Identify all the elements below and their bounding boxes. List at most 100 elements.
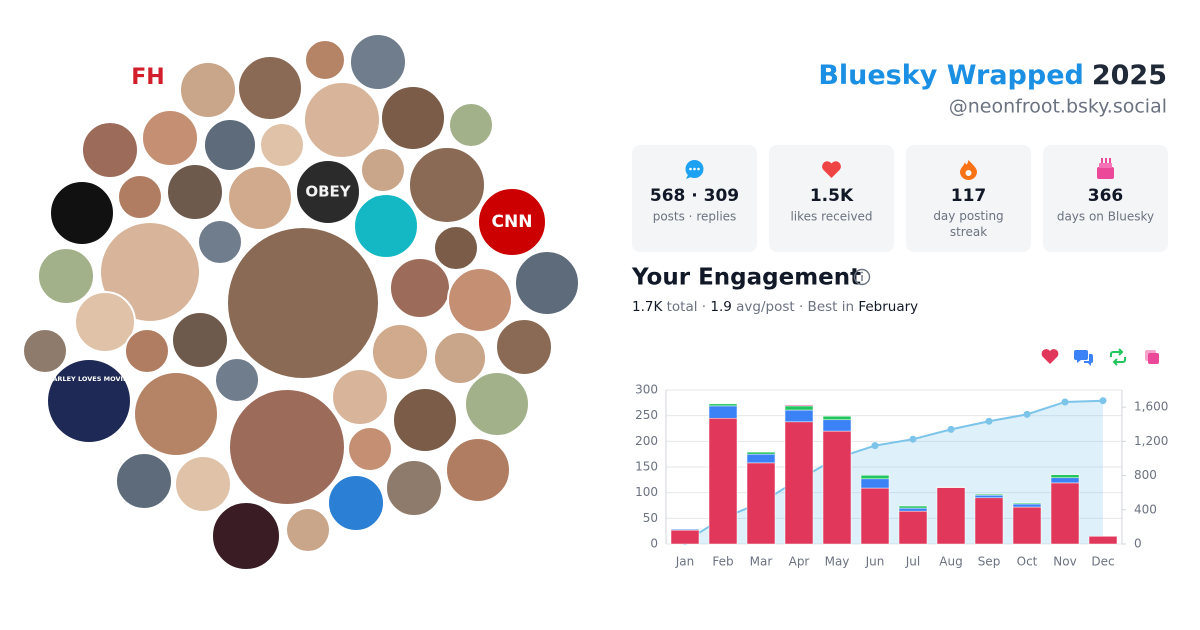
avatar (353, 193, 419, 259)
avatar (37, 247, 95, 305)
bar-segment (1012, 502, 1042, 505)
avatar (214, 357, 260, 403)
summary-part: February (858, 299, 918, 315)
legend-icon[interactable] (1110, 348, 1126, 366)
bar-segment (898, 510, 928, 545)
x-tick-label: Feb (712, 555, 733, 569)
x-tick-label: Oct (1017, 555, 1038, 569)
avatar (295, 159, 361, 225)
icon-heart (822, 161, 841, 178)
avatar (237, 55, 303, 121)
info-icon[interactable] (853, 268, 871, 286)
summary-part: 1.7K (632, 299, 663, 315)
stat-label: day posting streak (933, 209, 1004, 239)
bar-segment (822, 415, 852, 421)
avatar-label: FH (131, 65, 164, 90)
engagement-summary: 1.7K total · 1.9 avg/post · Best in Febr… (632, 299, 918, 315)
avatar-label: CNN (492, 212, 533, 232)
icon-flame (960, 160, 977, 180)
x-tick-label: Aug (939, 555, 962, 569)
y-tick-label: 250 (635, 408, 658, 422)
avatar (227, 165, 293, 231)
bar-segment (974, 493, 1004, 496)
y2-tick-label: 0 (1134, 537, 1142, 551)
avatar (285, 507, 331, 553)
avatar (124, 328, 170, 374)
line-point (909, 435, 917, 443)
legend-icon[interactable] (1148, 353, 1159, 364)
bar-segment (1050, 474, 1080, 479)
bar-segment (936, 486, 966, 488)
avatar (117, 174, 163, 220)
avatar (360, 147, 406, 193)
bar-segment (708, 403, 738, 407)
avatar (349, 33, 407, 91)
stat-label: days on Bluesky (1057, 210, 1154, 224)
avatar (380, 85, 446, 151)
avatar (74, 291, 136, 353)
x-tick-label: Jun (865, 555, 885, 569)
avatar (433, 331, 487, 385)
stat-label-box: day posting streak (933, 209, 1004, 239)
bar-segment (1012, 503, 1042, 508)
avatar (197, 219, 243, 265)
avatar (445, 437, 511, 503)
title: Bluesky Wrapped 2025 (818, 60, 1167, 91)
x-tick-label: Sep (978, 555, 1001, 569)
summary-part: avg/post · Best in (732, 299, 858, 315)
line-point (871, 442, 879, 450)
stat-label: likes received (790, 210, 872, 224)
avatar (433, 225, 479, 271)
bar-segment (860, 478, 890, 489)
line-point (1099, 397, 1107, 405)
y2-tick-label: 400 (1134, 502, 1157, 516)
avatar (99, 221, 201, 323)
avatar (171, 311, 229, 369)
avatar (211, 501, 281, 571)
y-tick-label: 150 (635, 460, 658, 474)
bar-segment (936, 487, 966, 545)
avatar (49, 180, 115, 246)
handle: @neonfroot.bsky.social (949, 96, 1167, 118)
bar-segment (898, 507, 928, 512)
legend-icon[interactable] (1041, 349, 1059, 364)
line-point (1061, 398, 1069, 406)
avatar (226, 226, 380, 380)
y2-tick-label: 800 (1134, 468, 1157, 482)
legend-icon[interactable] (1074, 350, 1093, 366)
y2-tick-label: 1,200 (1134, 434, 1168, 448)
bar-segment (1012, 506, 1042, 545)
stat-card (632, 145, 757, 252)
avatar (477, 187, 547, 257)
bar-segment (784, 421, 814, 545)
avatar (166, 163, 224, 221)
avatar (371, 323, 429, 381)
avatar (179, 61, 237, 119)
y-tick-label: 0 (650, 537, 658, 551)
stat-value: 366 (1088, 186, 1124, 206)
avatar (22, 328, 68, 374)
stat-card (769, 145, 894, 252)
engagement-chart: 0 50 100 150 200 250 300 0 400 800 1,200 1,600 Jan Fe… (635, 383, 1168, 569)
avatar (303, 81, 381, 159)
y2-tick-label: 1,600 (1134, 400, 1168, 414)
y-tick-label: 50 (643, 511, 658, 525)
avatar (123, 53, 173, 103)
bar-segment (784, 405, 814, 411)
avatar (174, 455, 232, 513)
x-tick-label: Mar (750, 555, 773, 569)
avatar-cluster: FH CNN OBEY MARLEY LOVES MOVIES (22, 33, 580, 571)
bar-segment (708, 405, 738, 419)
avatar (448, 102, 494, 148)
legend (1041, 348, 1159, 366)
y-tick-label: 100 (635, 485, 658, 499)
avatar (514, 250, 580, 316)
avatar (447, 267, 513, 333)
avatar (259, 122, 305, 168)
avatar (408, 146, 486, 224)
stat-card (1043, 145, 1168, 252)
bar-segment (1088, 536, 1118, 545)
bar-segment (1050, 477, 1080, 484)
bar-segment (860, 474, 890, 480)
